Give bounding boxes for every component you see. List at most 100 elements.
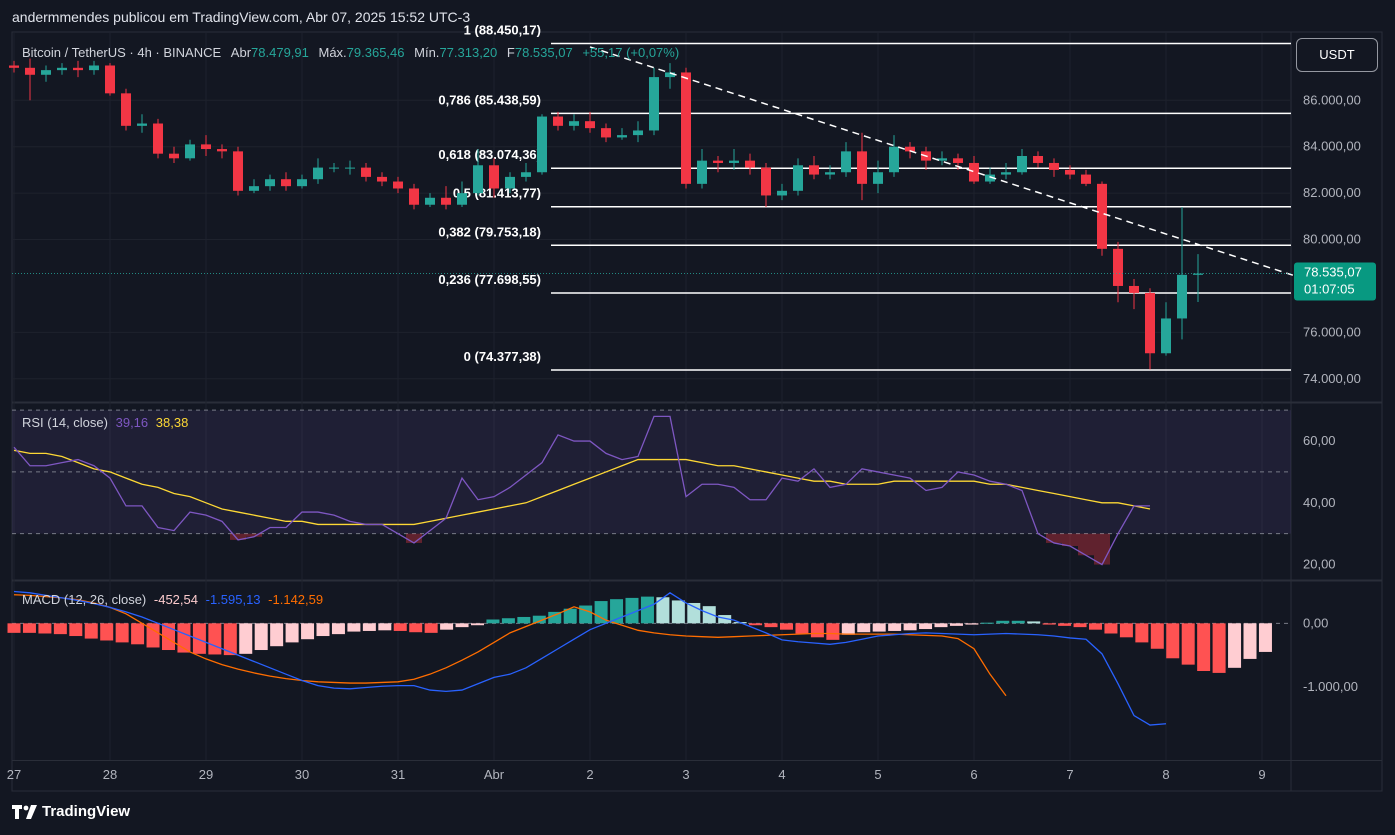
macd-histogram-bar: [888, 623, 902, 631]
high-value: 79.365,46: [346, 45, 405, 60]
candle-up: [505, 176, 515, 189]
fib-level-label: 0,382 (79.753,18): [438, 224, 541, 239]
change-value: +55,17 (+0,07%): [582, 45, 680, 60]
candle-up: [41, 70, 51, 75]
macd-histogram-bar: [826, 623, 840, 640]
candle-down: [1033, 156, 1043, 163]
candle-up: [729, 160, 739, 163]
price-tick-label: 80.000,00: [1303, 232, 1361, 247]
brand-name: TradingView: [42, 803, 131, 820]
macd-line-value: -1.595,13: [205, 592, 261, 607]
candle-up: [569, 121, 579, 126]
macd-histogram-bar: [192, 623, 206, 654]
macd-histogram-bar: [795, 623, 809, 634]
macd-histogram-bar: [718, 615, 732, 624]
macd-histogram-bar: [1181, 623, 1195, 665]
candle-down: [361, 167, 371, 177]
candle-down: [393, 181, 403, 189]
macd-histogram-bar: [486, 619, 500, 624]
candle-up: [777, 190, 787, 196]
macd-histogram-bar: [1104, 623, 1118, 634]
x-tick-label: 4: [778, 767, 785, 782]
macd-histogram-bar: [409, 623, 423, 633]
attribution-text: andermmendes publicou em TradingView.com…: [12, 9, 471, 25]
candle-down: [25, 67, 35, 75]
macd-histogram-bar: [702, 606, 716, 624]
macd-histogram-bar: [1089, 623, 1102, 630]
candle-down: [857, 151, 867, 184]
candle-up: [265, 179, 275, 187]
candle-down: [105, 65, 115, 94]
macd-histogram-bar: [301, 623, 315, 640]
macd-histogram-bar: [1119, 623, 1133, 638]
rsi-ma-line: [13, 449, 1151, 526]
candle-up: [1161, 318, 1171, 354]
macd-histogram-bar: [841, 623, 855, 635]
candle-down: [281, 179, 291, 187]
candle-down: [1081, 174, 1091, 184]
x-tick-label: 5: [874, 767, 881, 782]
candle-down: [1145, 292, 1155, 354]
candle-down: [553, 116, 563, 126]
rsi-ma-value: 38,38: [155, 415, 189, 430]
macd-histogram-bar: [965, 623, 979, 625]
macd-tick-label: 0,00: [1303, 615, 1328, 630]
macd-title: MACD (12, 26, close): [22, 592, 147, 607]
macd-histogram-bar: [625, 597, 639, 624]
fib-level-label: 0 (74.377,38): [464, 349, 541, 364]
currency-button[interactable]: USDT: [1296, 38, 1378, 72]
macd-histogram-bar: [996, 620, 1010, 624]
x-tick-label: 8: [1162, 767, 1169, 782]
macd-histogram-bar: [455, 623, 469, 628]
rsi-legend: RSI (14, close) 39,16 38,38: [22, 415, 188, 430]
macd-histogram-bar: [857, 623, 871, 633]
price-tick-label: 86.000,00: [1303, 92, 1361, 107]
macd-histogram-bar: [656, 597, 670, 624]
candle-down: [121, 93, 131, 126]
macd-histogram-bar: [563, 608, 577, 624]
macd-histogram-bar: [1197, 623, 1211, 671]
macd-histogram-bar: [1135, 623, 1149, 643]
candle-up: [425, 197, 435, 205]
macd-histogram-bar: [347, 623, 361, 632]
trendline: [589, 46, 1327, 287]
macd-histogram-bar: [146, 623, 160, 648]
candle-up: [985, 174, 995, 182]
macd-histogram-bar: [69, 623, 83, 637]
candle-down: [73, 67, 83, 71]
rsi-line: [13, 415, 1150, 566]
macd-histogram-bar: [1228, 623, 1242, 668]
candle-up: [1193, 273, 1203, 275]
macd-histogram-bar: [1058, 623, 1072, 626]
candle-down: [713, 160, 723, 163]
macd-histogram-bar: [980, 622, 994, 624]
macd-legend: MACD (12, 26, close) -452,54 -1.595,13 -…: [22, 592, 323, 607]
macd-histogram-bar: [1243, 623, 1257, 659]
candle-up: [521, 172, 531, 177]
candle-up: [937, 158, 947, 161]
last-price-tag: [1294, 262, 1376, 301]
fib-level-label: 1 (88.450,17): [464, 22, 541, 37]
candle-up: [137, 123, 147, 126]
candle-up: [617, 135, 627, 138]
symbol-title: Bitcoin / TetherUS · 4h · BINANCE: [22, 45, 222, 60]
candle-down: [9, 65, 19, 68]
macd-histogram-bar: [362, 623, 376, 631]
macd-histogram-bar: [640, 596, 654, 624]
candle-down: [601, 128, 611, 138]
chart-frame: [11, 31, 1383, 792]
macd-histogram-bar: [872, 623, 886, 632]
rsi-oversold-fill: [1078, 533, 1094, 556]
candle-down: [745, 160, 755, 168]
candle-down: [905, 146, 915, 152]
macd-histogram-bar: [749, 623, 763, 626]
candle-up: [697, 160, 707, 184]
x-tick-label: 30: [295, 767, 309, 782]
countdown-value: 01:07:05: [1304, 282, 1355, 297]
tradingview-logo: TradingView: [12, 803, 130, 820]
macd-histogram-bar: [548, 611, 562, 624]
candle-down: [585, 121, 595, 129]
macd-signal-line: [13, 594, 1007, 697]
main-legend: Bitcoin / TetherUS · 4h · BINANCE Abr78.…: [22, 45, 679, 60]
